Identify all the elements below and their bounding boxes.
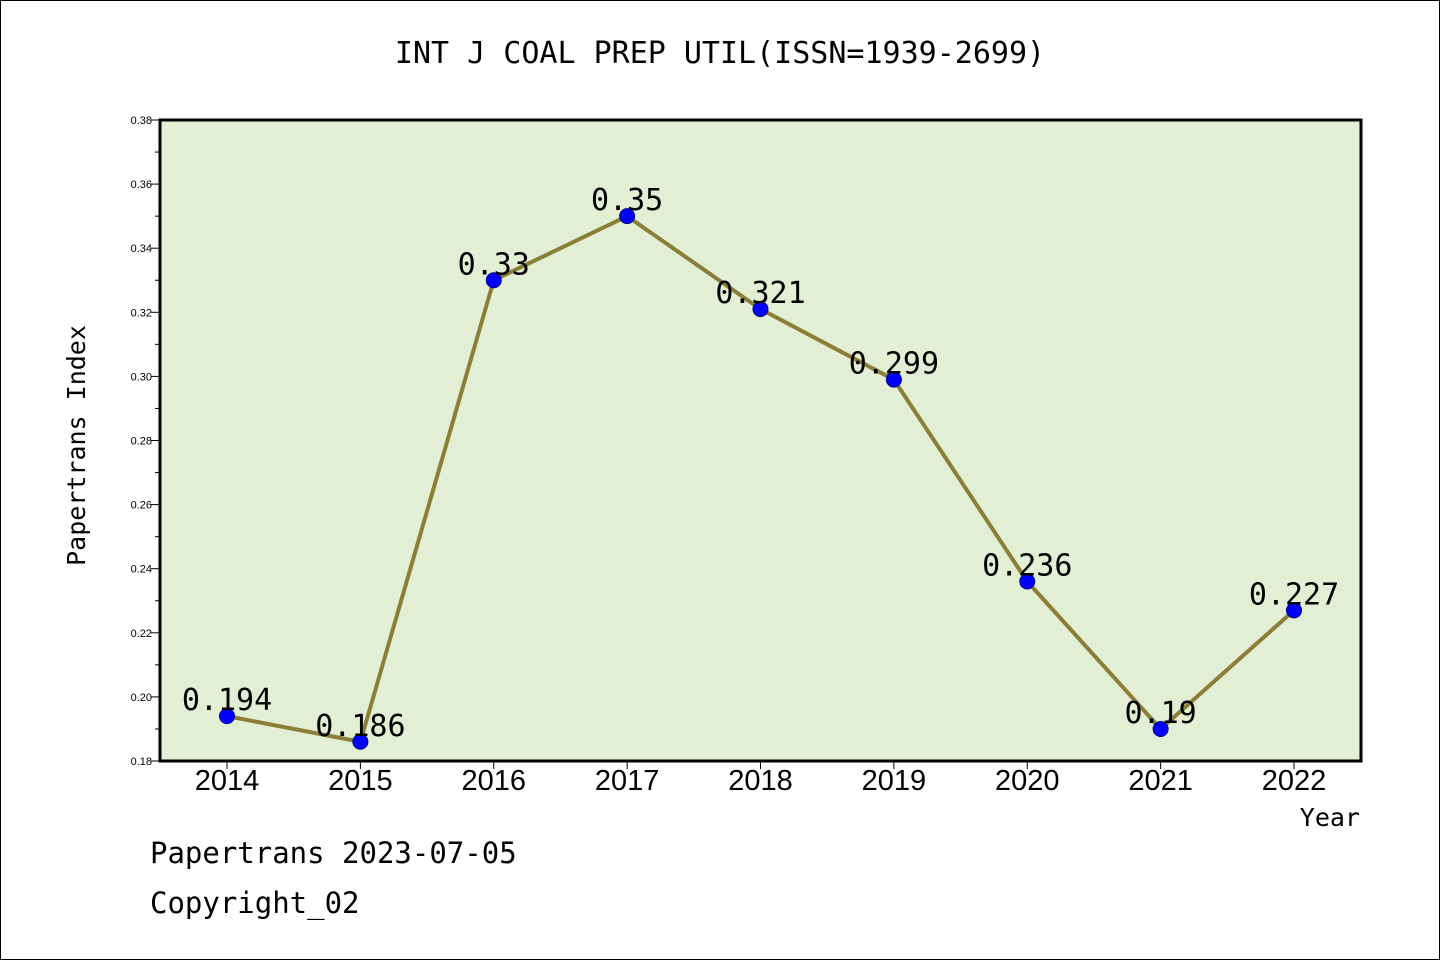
x-tick-label: 2021: [1128, 765, 1193, 797]
data-point: [1019, 573, 1036, 590]
data-point: [1286, 602, 1302, 619]
data-point: [619, 208, 636, 225]
data-label: 0.236: [982, 549, 1072, 584]
y-tick-label: 0.34: [131, 243, 152, 255]
y-tick-label: 0.20: [131, 692, 152, 704]
data-point: [1152, 720, 1169, 737]
y-tick-label: 0.30: [131, 371, 152, 383]
data-label: 0.194: [182, 683, 272, 718]
x-tick-label: 2015: [328, 765, 393, 797]
plot-area: [158, 118, 1363, 763]
data-label: 0.299: [849, 347, 939, 382]
y-tick-label: 0.26: [131, 500, 152, 512]
data-label: 0.35: [591, 183, 663, 218]
data-label: 0.33: [458, 247, 530, 282]
data-label: 0.19: [1125, 696, 1197, 731]
y-tick-label: 0.24: [131, 564, 152, 576]
x-axis-label: Year: [1300, 803, 1360, 832]
x-tick-label: 2016: [461, 765, 526, 797]
data-label: 0.321: [715, 276, 805, 311]
y-tick-label: 0.38: [131, 115, 152, 127]
data-point: [485, 272, 502, 289]
x-tick-label: 2018: [728, 765, 793, 797]
data-point: [352, 733, 369, 750]
y-axis-label: Papertrans Index: [62, 325, 91, 566]
y-tick-label: 0.28: [131, 436, 152, 448]
y-tick-label: 0.32: [131, 307, 152, 319]
data-point: [752, 301, 769, 318]
chart-title: INT J COAL PREP UTIL(ISSN=1939-2699): [394, 36, 1046, 71]
y-tick-label: 0.22: [131, 628, 152, 640]
x-tick-label: 2014: [195, 765, 260, 797]
footer-copyright: Copyright_02: [150, 886, 360, 920]
footer-date: Papertrans 2023-07-05: [150, 836, 517, 870]
x-tick-label: 2017: [595, 765, 660, 797]
data-point: [219, 708, 235, 725]
data-label: 0.186: [315, 709, 405, 744]
x-tick-label: 2019: [862, 765, 927, 797]
data-point: [885, 371, 902, 388]
x-tick-label: 2020: [995, 765, 1060, 797]
data-label: 0.227: [1249, 577, 1339, 612]
x-tick-label: 2022: [1262, 765, 1327, 797]
y-tick-label: 0.36: [131, 179, 152, 191]
y-tick-label: 0.18: [131, 756, 152, 768]
